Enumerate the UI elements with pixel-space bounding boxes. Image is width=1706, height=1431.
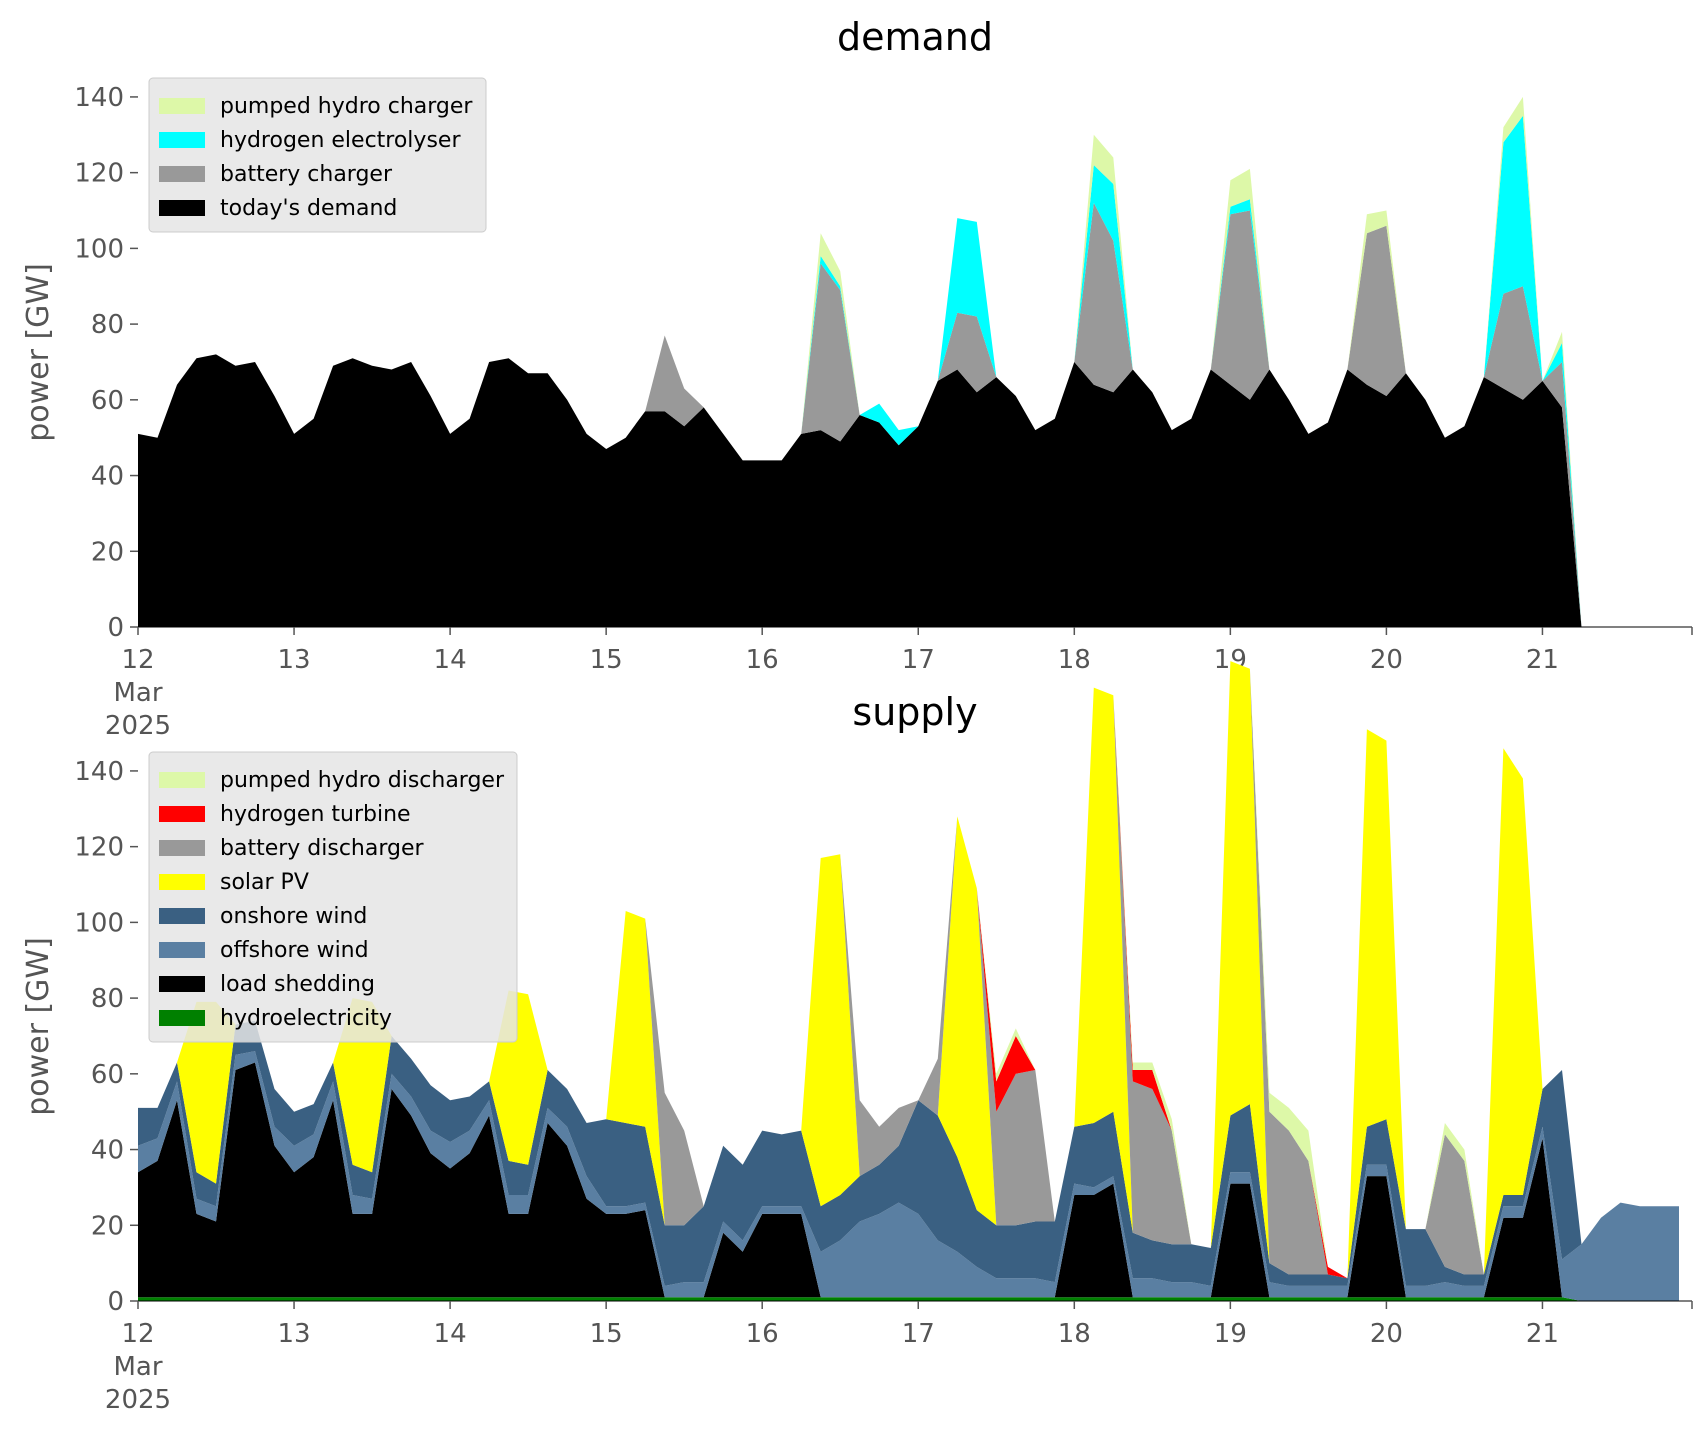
y-tick-label: 100 xyxy=(74,908,124,938)
x-tick-sublabel: Mar xyxy=(113,678,162,708)
legend-entry-hydrogen-electrolyser: hydrogen electrolyser xyxy=(220,128,461,153)
y-axis-label: power [GW] xyxy=(21,263,56,442)
x-tick-label: 17 xyxy=(902,645,935,675)
y-tick-label: 140 xyxy=(74,757,124,787)
legend-swatch-battery-discharger xyxy=(159,840,205,856)
x-tick-label: 15 xyxy=(590,1319,623,1349)
legend-entry-load-shedding: load shedding xyxy=(220,972,375,997)
y-tick-label: 60 xyxy=(91,386,124,416)
x-tick-label: 12 xyxy=(121,1319,154,1349)
x-tick-label: 14 xyxy=(434,645,467,675)
y-tick-label: 140 xyxy=(74,83,124,113)
legend-entry-pumped-hydro-discharger: pumped hydro discharger xyxy=(220,768,505,793)
legend-swatch-load-shedding xyxy=(159,976,205,992)
x-tick-label: 16 xyxy=(746,645,779,675)
series-load-shedding-area xyxy=(138,1062,1679,1301)
y-tick-label: 120 xyxy=(74,833,124,863)
legend-entry-solar-pv: solar PV xyxy=(220,870,309,895)
y-tick-label: 120 xyxy=(74,159,124,189)
legend-swatch-hydrogen-turbine xyxy=(159,806,205,822)
series-today-s-demand-area xyxy=(138,354,1679,627)
legend-entry-today-s-demand: today's demand xyxy=(220,196,397,221)
y-tick-label: 80 xyxy=(91,310,124,340)
y-tick-label: 0 xyxy=(107,1287,124,1317)
legend-swatch-today-s-demand xyxy=(159,200,205,216)
y-tick-label: 40 xyxy=(91,1136,124,1166)
y-tick-label: 20 xyxy=(91,537,124,567)
legend-entry-battery-discharger: battery discharger xyxy=(220,836,425,861)
legend-swatch-onshore-wind xyxy=(159,908,205,924)
x-tick-label: 15 xyxy=(590,645,623,675)
x-tick-label: 20 xyxy=(1370,645,1403,675)
y-tick-label: 40 xyxy=(91,462,124,492)
x-tick-label: 16 xyxy=(746,1319,779,1349)
legend-entry-hydrogen-turbine: hydrogen turbine xyxy=(220,802,411,827)
x-tick-label: 17 xyxy=(902,1319,935,1349)
legend-box xyxy=(148,751,518,1043)
series-pumped-hydro-discharger-area xyxy=(138,661,1679,1279)
legend-swatch-offshore-wind xyxy=(159,942,205,958)
series-onshore-wind-area xyxy=(138,1020,1679,1286)
legend-entry-battery-charger: battery charger xyxy=(220,162,393,187)
legend-entry-offshore-wind: offshore wind xyxy=(220,938,369,963)
series-offshore-wind-area xyxy=(138,1051,1679,1301)
y-tick-label: 0 xyxy=(107,613,124,643)
x-tick-label: 13 xyxy=(278,645,311,675)
x-tick-sublabel: 2025 xyxy=(105,1385,171,1415)
legend: pumped hydro charger hydrogen electrolyse… xyxy=(148,77,487,233)
legend-swatch-pumped-hydro-charger xyxy=(159,98,205,114)
area-series-group xyxy=(138,661,1679,1301)
y-tick-label: 20 xyxy=(91,1211,124,1241)
y-tick-label: 100 xyxy=(74,234,124,264)
y-tick-label: 80 xyxy=(91,984,124,1014)
series-solar-pv-area xyxy=(138,661,1679,1279)
legend-entry-onshore-wind: onshore wind xyxy=(220,904,367,929)
legend-box xyxy=(148,77,487,233)
chart-title: demand xyxy=(837,15,993,59)
legend-entry-pumped-hydro-charger: pumped hydro charger xyxy=(220,94,473,119)
area-series-group xyxy=(138,96,1679,628)
x-tick-label: 20 xyxy=(1370,1319,1403,1349)
legend-swatch-pumped-hydro-discharger xyxy=(159,772,205,788)
x-tick-sublabel: 2025 xyxy=(105,711,171,741)
chart-title: supply xyxy=(852,690,977,734)
legend-swatch-hydroelectricity xyxy=(159,1010,205,1026)
series-hydroelectricity-area xyxy=(138,1297,1679,1301)
y-axis-label: power [GW] xyxy=(21,937,56,1116)
series-hydrogen-electrolyser-area xyxy=(138,115,1679,628)
y-tick-label: 60 xyxy=(91,1060,124,1090)
legend-entry-hydroelectricity: hydroelectricity xyxy=(220,1006,392,1031)
x-tick-label: 18 xyxy=(1058,1319,1091,1349)
x-tick-label: 12 xyxy=(121,645,154,675)
legend-swatch-hydrogen-electrolyser xyxy=(159,132,205,148)
x-tick-label: 19 xyxy=(1214,1319,1247,1349)
x-tick-label: 13 xyxy=(278,1319,311,1349)
x-tick-label: 14 xyxy=(434,1319,467,1349)
legend-swatch-battery-charger xyxy=(159,166,205,182)
legend: pumped hydro discharger hydrogen turbine b… xyxy=(148,751,518,1043)
x-tick-sublabel: Mar xyxy=(113,1352,162,1382)
x-tick-label: 21 xyxy=(1526,645,1559,675)
x-tick-label: 18 xyxy=(1058,645,1091,675)
legend-swatch-solar-pv xyxy=(159,874,205,890)
x-tick-label: 21 xyxy=(1526,1319,1559,1349)
